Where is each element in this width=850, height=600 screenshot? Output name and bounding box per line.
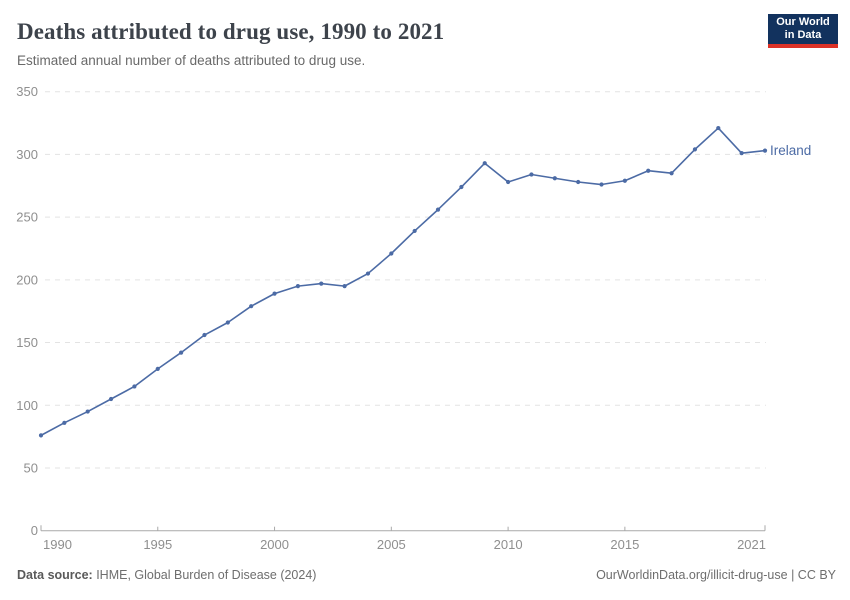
data-point-ireland-1996[interactable] <box>179 350 184 355</box>
owid-logo[interactable]: Our World in Data <box>768 14 838 48</box>
data-point-ireland-2006[interactable] <box>412 228 417 234</box>
x-axis-label-2021: 2021 <box>737 537 766 552</box>
y-axis-label-300: 300 <box>16 147 38 162</box>
x-axis-label-1990: 1990 <box>43 537 72 552</box>
data-point-ireland-1994[interactable] <box>132 384 137 389</box>
data-point-ireland-2009[interactable] <box>482 161 487 166</box>
owid-logo-line1: Our World <box>776 16 830 28</box>
x-axis-label-2000: 2000 <box>260 537 289 552</box>
data-point-ireland-1997[interactable] <box>202 332 207 338</box>
data-point-ireland-2020[interactable] <box>739 151 744 156</box>
y-axis-label-100: 100 <box>16 398 38 413</box>
page-title: Deaths attributed to drug use, 1990 to 2… <box>17 19 445 44</box>
footer-separator: | <box>787 568 798 582</box>
y-axis-label-150: 150 <box>16 335 38 350</box>
license-link[interactable]: CC BY <box>797 568 836 582</box>
y-axis-label-350: 350 <box>16 84 38 99</box>
data-point-ireland-2014[interactable] <box>599 182 604 187</box>
data-point-ireland-2011[interactable] <box>529 172 534 177</box>
data-point-ireland-1991[interactable] <box>62 420 67 425</box>
y-axis-label-250: 250 <box>16 210 38 225</box>
data-point-ireland-2019[interactable] <box>716 125 721 131</box>
data-point-ireland-1992[interactable] <box>85 409 90 414</box>
data-point-ireland-1999[interactable] <box>249 304 254 309</box>
data-point-ireland-1995[interactable] <box>155 366 160 371</box>
x-axis-label-2005: 2005 <box>377 537 406 552</box>
data-point-ireland-2007[interactable] <box>435 207 441 212</box>
page-subtitle: Estimated annual number of deaths attrib… <box>17 53 366 68</box>
footer-links: OurWorldinData.org/illicit-drug-use | CC… <box>596 568 836 582</box>
data-point-ireland-2017[interactable] <box>669 171 674 176</box>
data-point-ireland-2012[interactable] <box>552 176 557 181</box>
footer-link[interactable]: OurWorldinData.org/illicit-drug-use <box>596 568 788 582</box>
data-point-ireland-2008[interactable] <box>459 184 464 190</box>
footer-datasource: Data source: IHME, Global Burden of Dise… <box>17 568 316 582</box>
data-point-ireland-2003[interactable] <box>342 284 347 289</box>
footer: Data source: IHME, Global Burden of Dise… <box>17 568 836 582</box>
data-point-ireland-2015[interactable] <box>622 178 627 183</box>
data-point-ireland-2002[interactable] <box>319 281 324 286</box>
y-axis-label-200: 200 <box>16 272 38 287</box>
y-axis-label-50: 50 <box>24 460 38 475</box>
x-axis-label-1995: 1995 <box>143 537 172 552</box>
data-point-ireland-2005[interactable] <box>389 251 394 256</box>
data-point-ireland-2000[interactable] <box>272 291 277 296</box>
data-point-ireland-2001[interactable] <box>295 284 301 289</box>
x-axis-label-2015: 2015 <box>610 537 639 552</box>
datasource-value: IHME, Global Burden of Disease (2024) <box>92 568 317 582</box>
data-point-ireland-2004[interactable] <box>365 271 371 276</box>
data-point-ireland-2016[interactable] <box>646 168 651 173</box>
data-point-ireland-1990[interactable] <box>38 433 44 438</box>
data-point-ireland-2018[interactable] <box>692 147 698 152</box>
x-axis-label-2010: 2010 <box>494 537 523 552</box>
data-point-ireland-1998[interactable] <box>225 320 230 325</box>
data-point-ireland-2013[interactable] <box>576 179 581 185</box>
data-point-ireland-1993[interactable] <box>108 396 114 402</box>
data-point-ireland-2010[interactable] <box>505 179 511 185</box>
y-axis-label-0: 0 <box>31 523 38 538</box>
series-line-ireland[interactable] <box>40 127 766 437</box>
series-label-ireland[interactable]: Ireland <box>770 143 811 158</box>
owid-logo-line2: in Data <box>784 29 822 41</box>
data-point-ireland-2021[interactable] <box>762 148 768 153</box>
datasource-label: Data source: <box>17 568 93 582</box>
